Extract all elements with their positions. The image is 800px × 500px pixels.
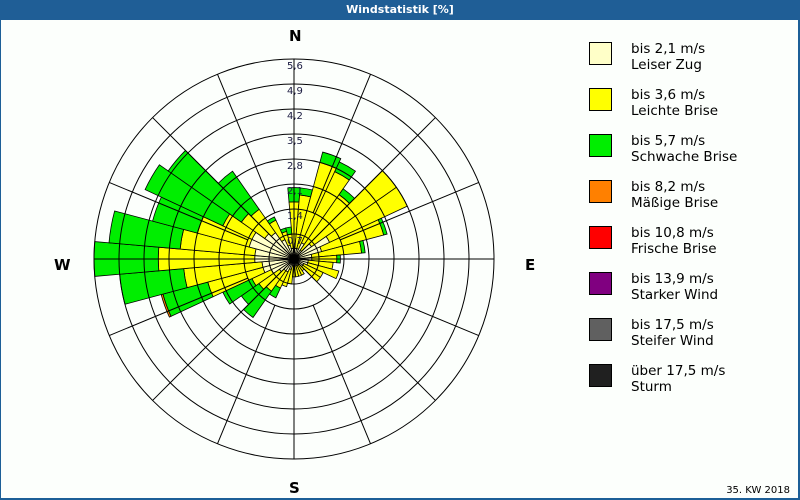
svg-text:2,8: 2,8 (287, 161, 303, 172)
legend: bis 2,1 m/s Leiser Zug bis 3,6 m/s Leichte… (589, 41, 789, 410)
svg-text:4,9: 4,9 (287, 86, 303, 97)
legend-label: Mäßige Brise (631, 195, 719, 211)
svg-text:0,7: 0,7 (287, 236, 303, 247)
legend-swatch (589, 318, 612, 341)
legend-label: Leichte Brise (631, 103, 719, 119)
legend-range: bis 13,9 m/s (631, 271, 714, 287)
legend-range: bis 17,5 m/s (631, 317, 714, 333)
legend-swatch (589, 272, 612, 295)
legend-range: bis 10,8 m/s (631, 225, 714, 241)
compass-east-label: E (525, 256, 536, 274)
legend-label: Sturm (631, 379, 672, 395)
legend-item-starker-wind: bis 13,9 m/s Starker Wind (589, 271, 789, 318)
legend-range: bis 8,2 m/s (631, 179, 706, 195)
legend-label: Starker Wind (631, 287, 719, 303)
legend-item-maessige-brise: bis 8,2 m/s Mäßige Brise (589, 179, 789, 226)
legend-label: Schwache Brise (631, 149, 738, 165)
legend-item-leiser-zug: bis 2,1 m/s Leiser Zug (589, 41, 789, 88)
compass-south-label: S (289, 479, 300, 497)
compass-west-label: W (54, 256, 71, 274)
legend-item-schwache-brise: bis 5,7 m/s Schwache Brise (589, 133, 789, 180)
legend-swatch (589, 364, 612, 387)
legend-range: bis 3,6 m/s (631, 87, 706, 103)
legend-swatch (589, 226, 612, 249)
legend-swatch (589, 134, 612, 157)
legend-range: bis 5,7 m/s (631, 133, 706, 149)
svg-text:5,6: 5,6 (287, 61, 303, 72)
week-label: 35. KW 2018 (726, 485, 790, 496)
legend-item-frische-brise: bis 10,8 m/s Frische Brise (589, 225, 789, 272)
svg-text:4,2: 4,2 (287, 111, 303, 122)
legend-label: Steifer Wind (631, 333, 714, 349)
legend-swatch (589, 42, 612, 65)
legend-label: Leiser Zug (631, 57, 702, 73)
legend-range: über 17,5 m/s (631, 363, 726, 379)
legend-item-leichte-brise: bis 3,6 m/s Leichte Brise (589, 87, 789, 134)
svg-text:2,1: 2,1 (287, 186, 303, 197)
svg-text:3,5: 3,5 (287, 136, 303, 147)
radial-scale-labels: 0,7 1,4 2,1 2,8 3,5 4,2 4,9 5,6 (287, 61, 303, 247)
legend-swatch (589, 88, 612, 111)
chart-title-bar: Windstatistik [%] (0, 0, 800, 20)
legend-range: bis 2,1 m/s (631, 41, 706, 57)
legend-swatch (589, 180, 612, 203)
svg-text:1,4: 1,4 (287, 211, 303, 222)
legend-item-steifer-wind: bis 17,5 m/s Steifer Wind (589, 317, 789, 364)
legend-item-sturm: über 17,5 m/s Sturm (589, 363, 789, 410)
compass-north-label: N (289, 27, 302, 45)
legend-label: Frische Brise (631, 241, 717, 257)
wind-rose-grid (93, 58, 495, 460)
